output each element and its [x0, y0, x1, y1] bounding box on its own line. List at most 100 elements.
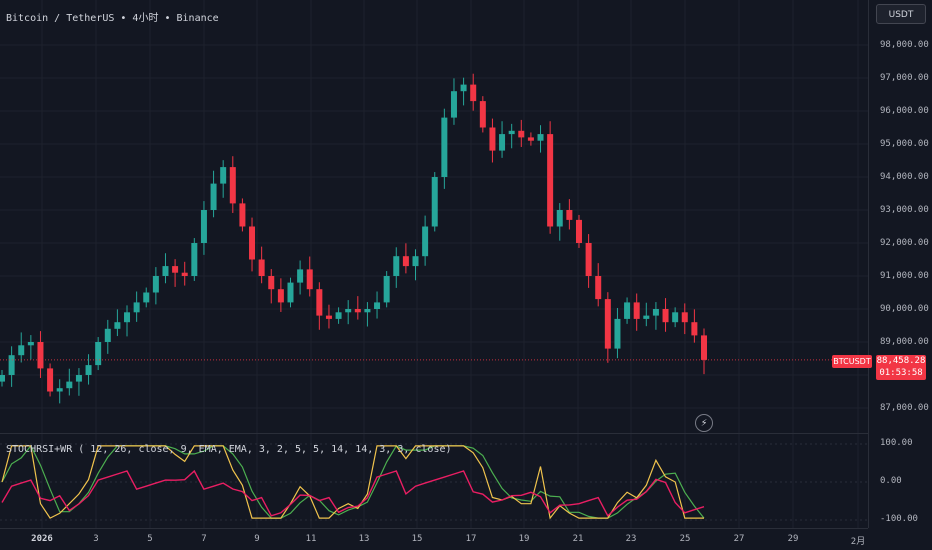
time-tick: 23 [625, 534, 637, 544]
time-tick: 25 [679, 534, 691, 544]
time-tick: 29 [787, 534, 799, 544]
candle-body [374, 302, 381, 309]
candle-body [441, 117, 448, 177]
candle-body [460, 84, 467, 92]
time-tick: 15 [411, 534, 423, 544]
candle-body [681, 312, 688, 323]
time-tick: 13 [358, 534, 370, 544]
candle-body [643, 315, 650, 319]
time-tick: 3 [93, 534, 99, 544]
williams-r-line [1, 469, 705, 517]
candle-body [287, 282, 294, 303]
candle-body [527, 137, 534, 141]
candle-body [104, 328, 111, 342]
candle-body [75, 375, 82, 382]
candle-body [547, 134, 554, 227]
candle-body [672, 312, 679, 323]
price-tick: 95,000.00 [880, 139, 929, 149]
time-tick: 19 [518, 534, 530, 544]
candle-body [143, 292, 150, 303]
last-price-badge: 88,458.28 01:53:58 [876, 355, 926, 380]
price-tick: 89,000.00 [880, 337, 929, 347]
candle-body [0, 375, 5, 382]
time-tick: 27 [733, 534, 745, 544]
candle-body [479, 101, 486, 128]
candle-body [614, 318, 621, 349]
candle-body [489, 127, 496, 151]
candle-body [604, 299, 611, 349]
candle-body [162, 266, 169, 276]
candle-body [412, 256, 419, 267]
candle-body [537, 134, 544, 141]
price-tick: 96,000.00 [880, 106, 929, 116]
price-chart[interactable] [0, 0, 868, 434]
candle-body [47, 368, 54, 392]
bar-countdown: 01:53:58 [879, 368, 923, 378]
time-tick: 2月 [850, 537, 866, 547]
currency-button[interactable]: USDT [876, 4, 926, 24]
time-tick: 11 [305, 534, 317, 544]
time-tick: 9 [254, 534, 260, 544]
oscillator-chart[interactable] [0, 434, 868, 528]
candle-body [27, 342, 34, 346]
osc-tick: 100.00 [880, 438, 913, 448]
symbol-title[interactable]: Bitcoin / TetherUS • 4小时 • Binance [6, 13, 219, 24]
price-tick: 97,000.00 [880, 73, 929, 83]
indicator-label[interactable]: STOCHRSI+WR ( 12, 26, close, 9, EMA, EMA… [6, 444, 452, 455]
candle-body [85, 365, 92, 375]
candle-body [306, 269, 313, 290]
time-tick: 2026 [31, 534, 53, 544]
candle-body [249, 226, 256, 260]
candle-body [56, 388, 63, 392]
candle-body [402, 256, 409, 267]
candle-body [575, 219, 582, 243]
candle-body [181, 272, 188, 276]
candle-body [239, 203, 246, 227]
candle-body [383, 276, 390, 303]
lightning-icon[interactable]: ⚡ [695, 414, 713, 432]
candle-body [229, 167, 236, 204]
price-tick: 90,000.00 [880, 304, 929, 314]
price-tick: 93,000.00 [880, 205, 929, 215]
candle-body [66, 381, 73, 389]
time-tick: 5 [147, 534, 153, 544]
price-axis[interactable] [868, 0, 932, 528]
osc-tick: -100.00 [880, 514, 918, 524]
candle-body [431, 177, 438, 227]
candle-body [335, 312, 342, 319]
price-tick: 98,000.00 [880, 40, 929, 50]
time-tick: 7 [201, 534, 207, 544]
candle-body [566, 210, 573, 220]
candle-body [393, 256, 400, 276]
candle-body [345, 309, 352, 313]
time-axis[interactable] [0, 528, 868, 550]
candle-body [508, 130, 515, 135]
candle-body [450, 91, 457, 118]
candle-body [585, 243, 592, 276]
candle-body [364, 309, 371, 313]
candle-body [470, 84, 477, 102]
price-tick: 91,000.00 [880, 271, 929, 281]
stoch-k-line [1, 445, 704, 520]
pane-separator[interactable] [0, 433, 868, 434]
candle-body [277, 289, 284, 303]
last-price-value: 88,458.28 [876, 356, 926, 366]
candle-body [701, 335, 707, 360]
time-tick: 21 [572, 534, 584, 544]
candle-body [220, 167, 227, 184]
candle-body [8, 355, 15, 375]
candle-body [316, 289, 323, 316]
candle-body [325, 315, 332, 319]
symbol-price-badge: BTCUSDT [832, 355, 872, 368]
time-tick: 17 [465, 534, 477, 544]
candle-body [114, 322, 121, 329]
candle-body [633, 302, 640, 319]
candle-body [37, 342, 44, 369]
price-tick: 94,000.00 [880, 172, 929, 182]
candle-body [18, 345, 25, 356]
candle-body [499, 134, 506, 151]
price-tick: 87,000.00 [880, 403, 929, 413]
osc-tick: 0.00 [880, 476, 902, 486]
candle-body [258, 259, 265, 276]
candle-body [354, 309, 361, 313]
